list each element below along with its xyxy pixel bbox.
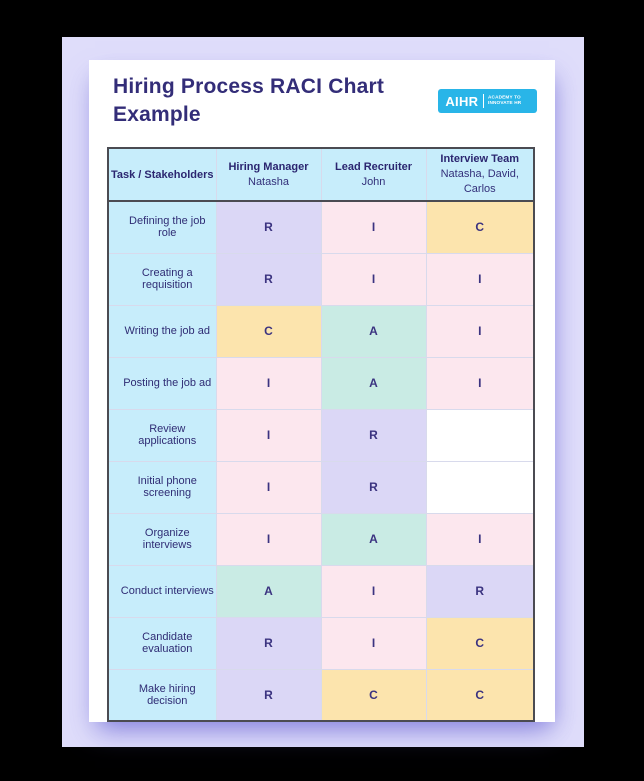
task-label: Posting the job ad (107, 356, 217, 410)
raci-cell: R (215, 616, 322, 670)
table-row: Make hiring decision R C C (107, 668, 535, 722)
raci-cell: I (215, 460, 322, 514)
task-label: Defining the job role (107, 200, 217, 254)
aihr-logo: AIHR ACADEMY TO INNOVATE HR (438, 89, 537, 113)
table-row: Initial phone screening I R (107, 460, 535, 514)
raci-cell: I (425, 252, 535, 306)
column-person: Natasha (248, 175, 289, 188)
table-row: Review applications I R (107, 408, 535, 462)
raci-cell: I (425, 304, 535, 358)
raci-cell: A (320, 304, 427, 358)
header-row: Task / Stakeholders Hiring Manager Natas… (107, 147, 535, 202)
raci-cell: I (425, 512, 535, 566)
task-label: Organize interviews (107, 512, 217, 566)
raci-cell: R (215, 252, 322, 306)
raci-cell: C (320, 668, 427, 722)
table-row: Conduct interviews A I R (107, 564, 535, 618)
column-header-task-stakeholders: Task / Stakeholders (107, 147, 217, 202)
raci-cell: C (425, 616, 535, 670)
table-row: Writing the job ad C A I (107, 304, 535, 358)
column-header-hiring-manager: Hiring Manager Natasha (215, 147, 322, 202)
raci-cell: I (320, 564, 427, 618)
task-label: Candidate evaluation (107, 616, 217, 670)
raci-cell: C (215, 304, 322, 358)
column-person: Natasha, David, Carlos (440, 168, 519, 195)
raci-cell: R (320, 408, 427, 462)
raci-cell: R (215, 200, 322, 254)
table-row: Posting the job ad I A I (107, 356, 535, 410)
logo-divider (483, 94, 485, 108)
raci-cell: R (215, 668, 322, 722)
table-row: Defining the job role R I C (107, 200, 535, 254)
raci-cell: I (320, 252, 427, 306)
raci-cell: I (425, 356, 535, 410)
table-row: Creating a requisition R I I (107, 252, 535, 306)
raci-cell: I (320, 616, 427, 670)
table-row: Candidate evaluation R I C (107, 616, 535, 670)
card-header: Hiring Process RACI Chart Example AIHR A… (89, 60, 555, 129)
task-label: Initial phone screening (107, 460, 217, 514)
task-label: Review applications (107, 408, 217, 462)
task-label: Conduct interviews (107, 564, 217, 618)
table-row: Organize interviews I A I (107, 512, 535, 566)
raci-cell: I (215, 408, 322, 462)
raci-cell: A (320, 356, 427, 410)
logo-brand-text: AIHR (445, 93, 479, 109)
logo-tagline-line1: ACADEMY TO (488, 95, 522, 101)
raci-cell: I (215, 356, 322, 410)
column-role: Lead Recruiter (334, 160, 413, 173)
raci-cell: C (425, 668, 535, 722)
column-header-lead-recruiter: Lead Recruiter John (320, 147, 427, 202)
raci-cell: A (320, 512, 427, 566)
raci-cell: R (320, 460, 427, 514)
raci-cell (425, 460, 535, 514)
task-label: Writing the job ad (107, 304, 217, 358)
column-role: Hiring Manager (228, 160, 309, 173)
raci-table: Task / Stakeholders Hiring Manager Natas… (107, 147, 535, 722)
task-label: Creating a requisition (107, 252, 217, 306)
column-role: Interview Team (440, 153, 520, 166)
raci-cell (425, 408, 535, 462)
raci-cell: C (425, 200, 535, 254)
column-header-interview-team: Interview Team Natasha, David, Carlos (425, 147, 535, 202)
task-label: Make hiring decision (107, 668, 217, 722)
page-title: Hiring Process RACI Chart Example (113, 75, 385, 126)
logo-tagline: ACADEMY TO INNOVATE HR (488, 96, 521, 107)
column-person: John (361, 175, 386, 188)
raci-cell: A (215, 564, 322, 618)
raci-cell: I (320, 200, 427, 254)
page-backdrop: Hiring Process RACI Chart Example AIHR A… (62, 37, 584, 747)
logo-tagline-line2: INNOVATE HR (488, 101, 522, 106)
document-card: Hiring Process RACI Chart Example AIHR A… (89, 60, 555, 722)
raci-cell: I (215, 512, 322, 566)
raci-cell: R (425, 564, 535, 618)
